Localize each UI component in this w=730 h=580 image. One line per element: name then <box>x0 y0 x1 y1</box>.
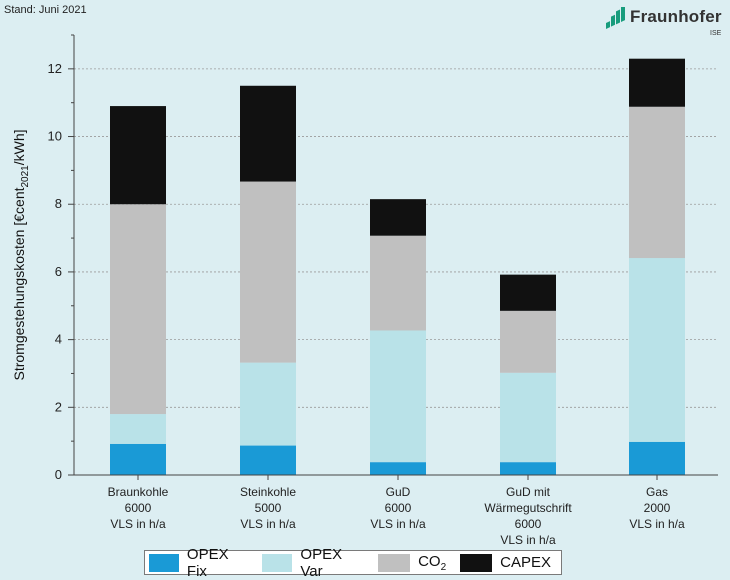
y-axis-label-main: Stromgestehungskosten [€cent <box>11 187 27 380</box>
legend-label-co2-main: CO <box>418 552 441 570</box>
chart-legend: OPEX Fix OPEX Var CO2 CAPEX <box>144 546 562 580</box>
legend-label-opex-var: OPEX Var <box>300 545 343 580</box>
x-category-label: GuD <box>386 485 411 499</box>
bar-opex-var <box>110 414 166 444</box>
legend-label-opex-fix: OPEX Fix <box>186 545 229 580</box>
legend-item-opex-fix: OPEX Fix <box>149 546 248 580</box>
bar-capex <box>110 106 166 205</box>
fraunhofer-logo: Fraunhofer ISE <box>606 6 726 42</box>
cost-chart: 0 2 4 6 8 10 12 Braunkohle 6000 VLS in h/a Steink… <box>11 34 718 547</box>
bar-co2 <box>500 310 556 373</box>
x-category-label: Braunkohle <box>108 485 169 499</box>
legend-swatch-opex-fix <box>149 553 179 572</box>
x-category-label: GuD mit <box>506 485 551 499</box>
bar-co2 <box>370 235 426 331</box>
bar-opex-var <box>240 362 296 446</box>
x-category-label: 6000 <box>515 517 542 531</box>
stand-date-label: Stand: Juni 2021 <box>4 4 87 16</box>
legend-item-co2: CO2 <box>378 553 446 573</box>
y-tick-label: 4 <box>55 332 62 347</box>
x-category-label: VLS in h/a <box>110 517 166 531</box>
y-tick-label: 2 <box>55 399 62 414</box>
fraunhofer-leaf-icon <box>606 7 625 29</box>
bar-stacks <box>110 58 685 475</box>
x-category-label: 2000 <box>644 501 671 515</box>
logo-subtitle: ISE <box>710 30 722 37</box>
legend-swatch-capex <box>460 553 493 572</box>
bar-co2 <box>629 106 685 259</box>
bar-opex-fix <box>500 462 556 475</box>
bar-opex-fix <box>110 443 166 475</box>
y-tick-label: 0 <box>55 467 62 482</box>
legend-label-co2-sub: 2 <box>440 561 447 573</box>
x-category-label: VLS in h/a <box>370 517 426 531</box>
x-category-label: VLS in h/a <box>629 517 685 531</box>
y-axis-label: Stromgestehungskosten [€cent2021/kWh] <box>11 129 31 380</box>
y-tick-label: 10 <box>48 129 62 144</box>
legend-swatch-co2 <box>378 553 411 572</box>
y-axis-label-sub: 2021 <box>20 165 31 188</box>
y-tick-label: 6 <box>55 264 62 279</box>
bar-capex <box>370 199 426 236</box>
x-category-label: 5000 <box>255 501 282 515</box>
y-axis-label-tail: /kWh] <box>11 129 27 165</box>
x-category-label: VLS in h/a <box>500 533 556 547</box>
bar-co2 <box>240 181 296 363</box>
x-category-labels: Braunkohle 6000 VLS in h/a Steinkohle 5000 VL… <box>108 475 685 547</box>
bar-capex <box>240 85 296 182</box>
logo-name: Fraunhofer <box>630 7 722 26</box>
bar-opex-var <box>370 330 426 463</box>
x-category-label: 6000 <box>385 501 412 515</box>
x-category-label: 6000 <box>125 501 152 515</box>
legend-label-co2: CO2 <box>418 553 446 573</box>
y-tick-label: 12 <box>48 61 62 76</box>
bar-opex-fix <box>370 462 426 475</box>
x-category-label: Steinkohle <box>240 485 296 499</box>
bar-opex-var <box>629 258 685 442</box>
bar-opex-fix <box>240 445 296 475</box>
legend-label-capex: CAPEX <box>500 554 551 571</box>
x-category-label: VLS in h/a <box>240 517 296 531</box>
bar-opex-fix <box>629 441 685 475</box>
legend-swatch-opex-var <box>262 553 293 572</box>
x-category-label: Gas <box>646 485 668 499</box>
y-tick-label: 8 <box>55 196 62 211</box>
y-ticks: 0 2 4 6 8 10 12 <box>48 34 74 482</box>
bar-co2 <box>110 204 166 415</box>
legend-item-capex: CAPEX <box>460 553 551 572</box>
bar-opex-var <box>500 372 556 463</box>
x-category-label: Wärmegutschrift <box>484 501 572 515</box>
bar-capex <box>629 58 685 107</box>
bar-capex <box>500 274 556 311</box>
legend-item-opex-var: OPEX Var <box>262 546 364 580</box>
